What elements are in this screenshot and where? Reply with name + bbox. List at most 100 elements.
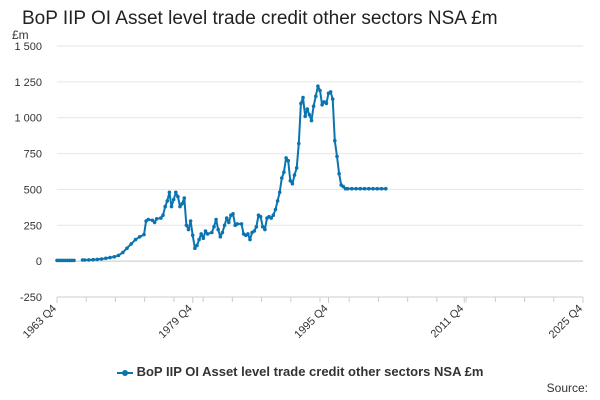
data-point [292,173,297,177]
data-point [263,227,267,232]
data-point [384,186,388,191]
data-point [371,186,375,191]
data-point [218,235,223,239]
x-tick-label: 2025 Q4 [547,303,585,341]
data-point [195,243,199,248]
data-point [210,230,214,235]
data-point [167,190,172,195]
data-point [176,194,180,199]
data-point [212,224,216,229]
x-tick-label: 1963 Q4 [21,303,59,341]
data-point [203,229,208,233]
data-point [72,258,76,263]
data-point [275,199,280,203]
data-point [227,220,231,225]
data-point [178,204,182,209]
data-point [358,186,363,191]
x-tick-label: 1979 Q4 [157,303,195,341]
data-point [205,232,210,236]
x-tick-label: 1995 Q4 [292,303,330,341]
data-point [186,227,191,232]
y-tick-label: 500 [24,184,42,196]
series-line-group [55,84,388,263]
data-point [222,223,227,228]
data-point [231,212,235,216]
data-point [258,214,263,219]
data-point [87,258,91,262]
data-point [260,224,265,229]
data-point [214,217,218,222]
data-point [169,204,174,209]
data-point [282,170,286,174]
data-point [193,246,197,250]
data-point [154,217,159,221]
y-tick-label: 0 [36,256,42,268]
data-point [184,223,189,228]
data-point [320,103,324,107]
data-point [288,179,293,183]
data-point [95,257,100,262]
legend-series-label: BoP IIP OI Asset level trade credit othe… [136,364,484,379]
data-point [367,186,371,191]
data-point [182,196,187,200]
data-point [318,88,322,93]
y-tick-label: 1 000 [14,113,42,125]
data-point [299,101,303,106]
data-point [337,171,341,176]
data-point [91,257,95,262]
y-tick-label: 1 500 [14,41,42,53]
y-axis-unit-label: £m [12,28,29,42]
data-point [133,237,138,242]
data-point [104,256,108,261]
data-point [197,237,201,242]
data-point [305,107,310,111]
data-point [216,227,220,232]
data-point [116,253,121,258]
data-point [121,250,125,255]
data-point [108,255,112,260]
y-tick-label: 250 [24,220,42,232]
data-point [290,181,295,186]
data-point [333,138,337,143]
legend-series-marker [116,368,133,378]
data-point [324,101,329,106]
data-point [161,213,165,217]
data-point [246,232,250,236]
data-point [99,257,104,261]
data-point [199,232,203,236]
data-point [239,222,244,226]
data-point [328,90,333,94]
data-point [309,118,314,123]
data-point [146,217,150,222]
data-point [190,233,195,238]
data-point [174,190,178,195]
data-point [375,186,380,191]
data-point [129,242,133,246]
y-tick-label: 750 [24,149,42,161]
data-point [269,216,274,220]
data-point [188,219,193,223]
data-point [142,232,146,237]
x-tick-label: 2011 Q4 [429,303,467,341]
y-tick-label: 1 250 [14,77,42,89]
data-point [335,154,339,159]
data-point [159,216,163,220]
data-point [277,190,282,195]
y-tick-label: -250 [20,292,42,304]
data-point [345,186,350,191]
chart-title: BoP IIP OI Asset level trade credit othe… [22,8,498,29]
data-point [297,141,301,146]
data-point [165,199,170,203]
data-point [112,254,117,259]
data-point [254,224,259,229]
data-point [303,114,308,119]
data-point [307,113,312,117]
data-point [152,220,157,225]
data-point [235,222,240,226]
axes: -250 0 250 500 750 1 000 1 250 1 500 1963 Q4 1979… [14,41,585,341]
data-point [271,213,276,217]
data-point [316,84,320,88]
data-point [125,246,129,250]
data-point [273,207,278,212]
